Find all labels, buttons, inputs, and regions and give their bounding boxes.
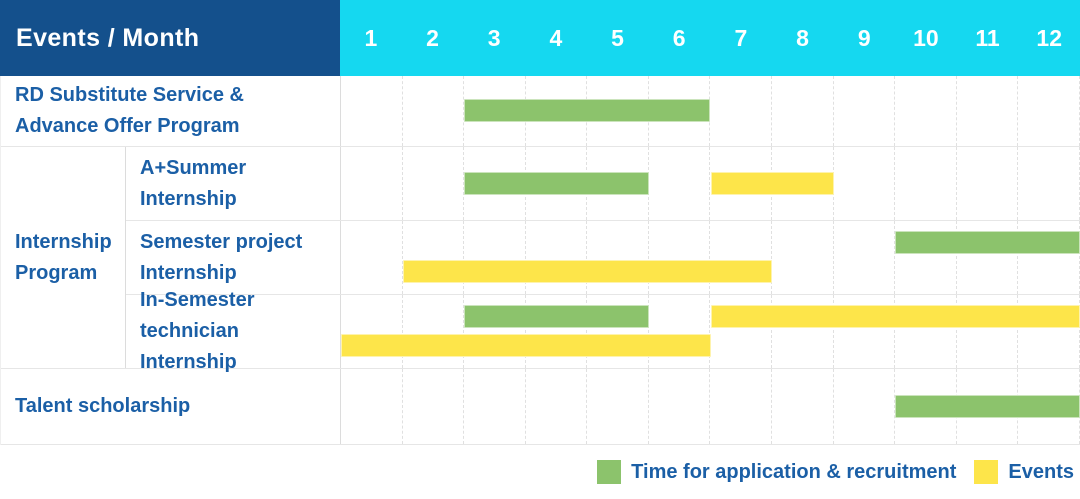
- month-grid-cell: [403, 221, 465, 294]
- month-grid-cell: [957, 76, 1019, 146]
- month-grid-cell: [587, 221, 649, 294]
- gantt-bar-event: [711, 305, 1080, 328]
- row-label-talent-scholarship: Talent scholarship: [1, 369, 341, 444]
- month-header-4: 4: [525, 0, 587, 76]
- row-label-line: Semester project: [140, 227, 340, 258]
- gantt-bar-application: [895, 231, 1080, 254]
- row-talent-scholarship: Talent scholarship: [1, 369, 1080, 445]
- gantt-track-a-plus-summer: [341, 147, 1080, 220]
- month-grid-cell: [341, 221, 403, 294]
- legend-label-events: Events: [1008, 461, 1074, 484]
- month-grid-cell: [403, 295, 465, 368]
- gantt-bar-application: [464, 99, 710, 122]
- gantt-track-talent-scholarship: [341, 369, 1080, 444]
- month-grid-cell: [341, 295, 403, 368]
- month-grid-cell: [895, 147, 957, 220]
- gantt-bar-event: [341, 334, 711, 357]
- gantt-track-rd-substitute: [341, 76, 1080, 146]
- month-grid-cell: [772, 369, 834, 444]
- month-grid-cell: [834, 221, 896, 294]
- month-grid-cell: [834, 369, 896, 444]
- month-grid-cell: [772, 76, 834, 146]
- row-label-a-plus-summer: A+Summer Internship: [126, 147, 341, 220]
- month-header-8: 8: [772, 0, 834, 76]
- month-grid-cell: [403, 147, 465, 220]
- gantt-track-in-semester-technician: [341, 295, 1080, 368]
- row-label-line: Advance Offer Program: [15, 111, 340, 142]
- month-header-3: 3: [463, 0, 525, 76]
- month-grid-cell: [710, 369, 772, 444]
- month-grid-cell: [957, 147, 1019, 220]
- month-header-2: 2: [402, 0, 464, 76]
- gantt-bar-application: [895, 395, 1080, 418]
- month-grid-cell: [464, 221, 526, 294]
- month-grid-cell: [895, 76, 957, 146]
- row-label-semester-project: Semester project Internship: [126, 221, 341, 294]
- row-label-line: In-Semester: [140, 285, 340, 316]
- month-grid-cell: [649, 147, 711, 220]
- gantt-bar-event: [403, 260, 773, 283]
- gantt-track-semester-project: [341, 221, 1080, 294]
- month-grid-cell: [464, 369, 526, 444]
- month-header-7: 7: [710, 0, 772, 76]
- header-title: Events / Month: [0, 0, 340, 76]
- row-label-line: Internship: [140, 258, 340, 289]
- group-label-internship-program: Internship Program: [1, 147, 126, 368]
- month-grid-cell: [1018, 76, 1080, 146]
- group-label-line: Program: [15, 258, 125, 289]
- month-grid-cell: [710, 221, 772, 294]
- gantt-bar-application: [464, 172, 649, 195]
- row-rd-substitute: RD Substitute Service & Advance Offer Pr…: [1, 76, 1080, 147]
- row-label-rd-substitute: RD Substitute Service & Advance Offer Pr…: [1, 76, 341, 146]
- group-label-line: Internship: [15, 227, 125, 258]
- month-grid-cell: [341, 147, 403, 220]
- month-grid-cell: [834, 147, 896, 220]
- legend-swatch-green: [597, 460, 621, 484]
- legend-swatch-yellow: [974, 460, 998, 484]
- month-grid-cell: [1018, 147, 1080, 220]
- legend: Time for application & recruitment Event…: [0, 445, 1080, 499]
- legend-item-events: Events: [974, 460, 1074, 484]
- month-grid-cell: [649, 295, 711, 368]
- month-grid-cell: [526, 369, 588, 444]
- month-grid-cell: [403, 76, 465, 146]
- month-header-10: 10: [895, 0, 957, 76]
- row-label-line: A+Summer: [140, 153, 340, 184]
- gantt-bar-application: [464, 305, 649, 328]
- month-grid-cell: [403, 369, 465, 444]
- month-header-1: 1: [340, 0, 402, 76]
- row-label-line: Internship: [140, 184, 340, 215]
- month-grid-cell: [649, 369, 711, 444]
- legend-item-application: Time for application & recruitment: [597, 460, 956, 484]
- row-label-line: Talent scholarship: [15, 391, 340, 422]
- month-grid-cell: [834, 76, 896, 146]
- month-header-6: 6: [648, 0, 710, 76]
- month-header-12: 12: [1018, 0, 1080, 76]
- row-in-semester-technician: In-Semester technician Internship: [126, 295, 1080, 368]
- month-grid-cell: [772, 221, 834, 294]
- month-header-11: 11: [957, 0, 1019, 76]
- gantt-bar-event: [711, 172, 834, 195]
- month-grid-cell: [649, 221, 711, 294]
- month-grid-cell: [341, 76, 403, 146]
- month-header-5: 5: [587, 0, 649, 76]
- group-sub-rows: A+Summer Internship Semester project Int…: [126, 147, 1080, 368]
- month-grid-cell: [710, 76, 772, 146]
- month-grid-cell: [341, 369, 403, 444]
- month-grid-cell: [526, 221, 588, 294]
- legend-label-application: Time for application & recruitment: [631, 461, 956, 484]
- month-grid-cell: [587, 369, 649, 444]
- gantt-body: RD Substitute Service & Advance Offer Pr…: [0, 76, 1080, 445]
- month-header-9: 9: [833, 0, 895, 76]
- group-internship-program: Internship Program A+Summer Internship S…: [1, 147, 1080, 369]
- header-row: Events / Month 1 2 3 4 5 6 7 8 9 10 11 1…: [0, 0, 1080, 76]
- row-label-line: RD Substitute Service &: [15, 80, 340, 111]
- row-semester-project: Semester project Internship: [126, 221, 1080, 295]
- month-header-row: 1 2 3 4 5 6 7 8 9 10 11 12: [340, 0, 1080, 76]
- row-a-plus-summer: A+Summer Internship: [126, 147, 1080, 221]
- row-label-in-semester-technician: In-Semester technician Internship: [126, 295, 341, 368]
